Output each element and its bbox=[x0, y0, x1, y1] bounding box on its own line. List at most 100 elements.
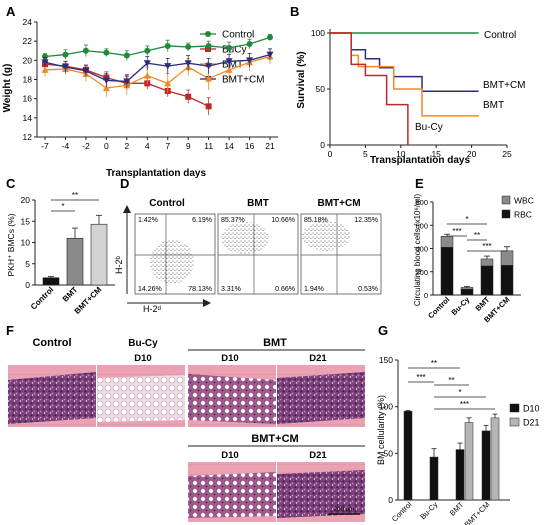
weight-point-control bbox=[42, 53, 48, 60]
weight-point-bmt bbox=[143, 72, 151, 79]
weight-legend-marker-bucy bbox=[205, 46, 211, 52]
panel-letter-f: F bbox=[6, 323, 14, 338]
pkh-y-tick-label: 5 bbox=[25, 259, 30, 269]
blood-y-axis-label: Circulating blood cells (x10⁶/ml) bbox=[413, 194, 422, 307]
flow-control-tl: 1.42% bbox=[138, 217, 158, 224]
flow-bmt-br: 0.66% bbox=[275, 286, 295, 293]
pkh-y-tick-label: 0 bbox=[25, 280, 30, 290]
blood-category-label-control: Control bbox=[426, 295, 451, 320]
histology-panel: Control Bu-Cy D10 BMT D10 D21 BMT+CM D10… bbox=[8, 337, 365, 522]
hist-day-bmt-d21: D21 bbox=[309, 353, 327, 364]
hist-title-bmtcm: BMT+CM bbox=[251, 433, 298, 445]
pkh-bar-bmt-cm bbox=[90, 223, 108, 286]
survival-x-tick-label: 10 bbox=[396, 149, 406, 159]
hist-day-bmt-d10: D10 bbox=[221, 353, 238, 364]
pkh-category-label-control: Control bbox=[29, 285, 55, 311]
weight-point-bmt-cm bbox=[164, 63, 172, 70]
bm-y-tick-label: 150 bbox=[379, 355, 393, 365]
weight-legend-label-bmt: BMT bbox=[222, 60, 243, 71]
weight-point-control bbox=[267, 34, 273, 41]
weight-point-bmt-cm bbox=[246, 57, 254, 64]
bm-bar-d21-bmt bbox=[464, 422, 474, 501]
blood-legend-swatch-wbc bbox=[501, 195, 511, 205]
flow-bmtcm-bl: 1.94% bbox=[304, 286, 324, 293]
blood-category-label-bu-cy: Bu-Cy bbox=[449, 294, 472, 317]
weight-point-bmt-cm bbox=[143, 60, 151, 67]
blood-bar-wbc-control bbox=[440, 236, 454, 248]
hist-title-bucy: Bu-Cy bbox=[128, 338, 158, 349]
weight-legend-label-bucy: BuCy bbox=[222, 45, 246, 56]
blood-sig-4-label: *** bbox=[482, 242, 491, 251]
blood-sig-1-label: * bbox=[465, 215, 468, 224]
hist-day-bmtcm-d10: D10 bbox=[221, 450, 238, 461]
weight-point-control bbox=[103, 49, 110, 56]
weight-point-control bbox=[123, 52, 130, 59]
blood-y-tick-label: 0 bbox=[424, 291, 428, 300]
panel-letter-g: G bbox=[378, 323, 388, 338]
hist-title-bmt: BMT bbox=[263, 337, 287, 349]
weight-line-control bbox=[44, 36, 271, 58]
bm-category-label-bu-cy: Bu-Cy bbox=[418, 500, 439, 521]
blood-bar-rbc-bu-cy bbox=[460, 288, 474, 296]
weight-point-bmt bbox=[102, 84, 110, 92]
flow-control-bl: 14.26% bbox=[138, 286, 162, 293]
survival-x-axis-label: Transplantation days bbox=[370, 155, 470, 166]
bm-category-label-bmt-cm: BMT+CM bbox=[463, 500, 492, 525]
bm-y-tick-label: 0 bbox=[388, 495, 393, 505]
survival-y-tick-label: 100 bbox=[311, 28, 325, 38]
bm-bar-d21-bmt-cm bbox=[490, 417, 500, 501]
weight-x-tick-label: 16 bbox=[245, 141, 255, 151]
blood-bar-rbc-control bbox=[440, 247, 454, 296]
flow-x-axis-label: H-2ᵈ bbox=[143, 304, 162, 314]
weight-y-tick-label: 12 bbox=[23, 132, 33, 142]
survival-y-axis-label: Survival (%) bbox=[296, 51, 307, 108]
weight-point-control bbox=[62, 51, 69, 58]
weight-x-tick-label: -2 bbox=[82, 141, 90, 151]
weight-point-bmt-cm bbox=[123, 78, 131, 85]
blood-bar-wbc-bmt bbox=[480, 258, 494, 267]
bm-legend-swatch-d21 bbox=[509, 417, 520, 427]
weight-point-bucy bbox=[205, 103, 212, 110]
weight-point-control bbox=[205, 42, 212, 49]
weight-point-bmt-cm bbox=[184, 60, 192, 67]
blood-legend-label-wbc: WBC bbox=[514, 196, 534, 206]
survival-line-bmt-cm bbox=[330, 32, 479, 92]
bm-legend-label-d10: D10 bbox=[523, 404, 540, 414]
weight-x-tick-label: 9 bbox=[186, 141, 191, 151]
survival-label-bmt: BMT bbox=[483, 100, 504, 111]
weight-y-axis-label: Weight (g) bbox=[2, 64, 13, 113]
flow-bmt-tl: 85.37% bbox=[221, 217, 245, 224]
panel-letter-c: C bbox=[6, 176, 16, 191]
weight-point-control bbox=[164, 42, 171, 49]
weight-legend-marker-control bbox=[205, 31, 211, 37]
weight-legend-label-bmt-cm: BMT+CM bbox=[222, 75, 265, 86]
flow-cloud-control bbox=[150, 240, 194, 284]
hist-day-bmtcm-d21: D21 bbox=[309, 450, 327, 461]
weight-x-tick-label: 2 bbox=[124, 141, 129, 151]
weight-y-tick-label: 16 bbox=[23, 94, 33, 104]
weight-x-tick-label: -7 bbox=[41, 141, 49, 151]
weight-point-bucy bbox=[185, 93, 192, 100]
pkh-sig-1-label: * bbox=[61, 202, 64, 211]
survival-y-tick-label: 0 bbox=[320, 140, 325, 150]
flow-bmt-bl: 3.31% bbox=[221, 286, 241, 293]
weight-point-bmt-cm bbox=[102, 77, 110, 84]
weight-x-axis-label: Transplantation days bbox=[106, 168, 206, 179]
pkh-sig-2-label: ** bbox=[72, 191, 78, 200]
bm-y-tick-label: 50 bbox=[384, 448, 394, 458]
flow-cytometry-panel: Control BMT BMT+CM 1.42% 6.19% 14.26% 78… bbox=[114, 198, 382, 314]
weight-x-tick-label: 14 bbox=[224, 141, 234, 151]
weight-x-tick-label: 21 bbox=[265, 141, 275, 151]
bm-category-label-control: Control bbox=[390, 500, 414, 524]
pkh-y-tick-label: 10 bbox=[21, 238, 31, 248]
bm-y-tick-label: 100 bbox=[379, 402, 393, 412]
bm-bar-d10-control bbox=[403, 411, 413, 501]
bm-sig-2-label: *** bbox=[416, 373, 425, 382]
pkh-y-tick-label: 20 bbox=[21, 195, 31, 205]
weight-point-bmt bbox=[205, 75, 213, 82]
pkh-y-axis-label: PKH⁺ BMCs (%) bbox=[6, 213, 16, 276]
blood-sig-2-label: *** bbox=[452, 227, 461, 236]
blood-y-tick-label: 600 bbox=[415, 221, 428, 230]
survival-line-bmt bbox=[330, 32, 479, 117]
